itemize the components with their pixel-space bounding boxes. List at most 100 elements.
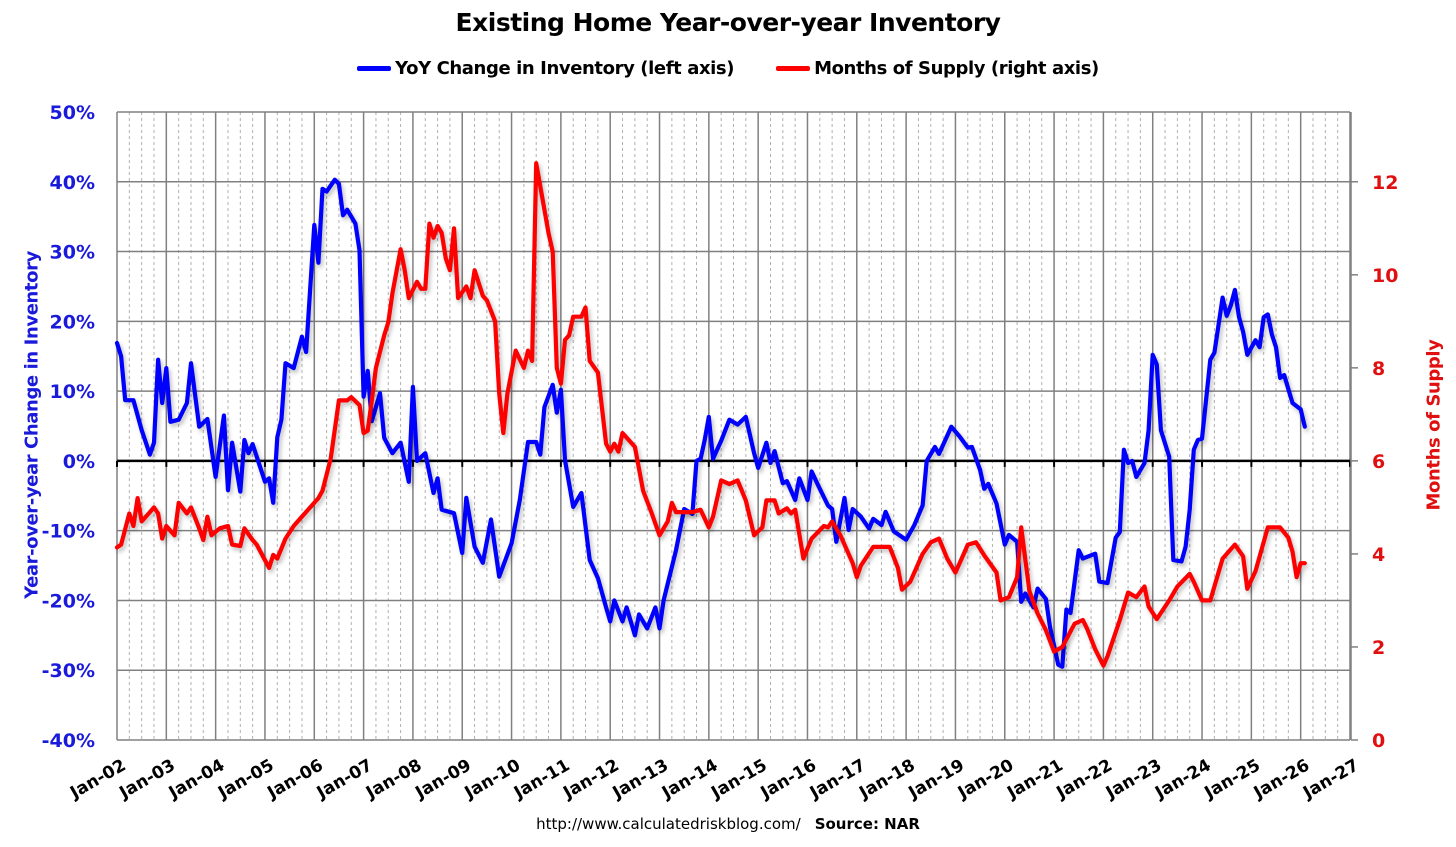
- data-point-supply: [119, 543, 123, 547]
- data-point-supply: [1303, 561, 1307, 565]
- data-point-yoy: [793, 498, 797, 502]
- data-point-yoy: [411, 385, 415, 389]
- data-point-supply: [674, 510, 678, 514]
- data-point-yoy: [337, 182, 341, 186]
- data-point-yoy: [958, 434, 962, 439]
- series-line-yoy-inventory: [114, 177, 1307, 669]
- data-point-yoy: [1278, 376, 1282, 380]
- left-tick-label: 50%: [50, 102, 95, 124]
- data-point-yoy: [518, 498, 522, 502]
- x-tick-label: Jan-09: [411, 755, 474, 803]
- data-point-supply: [777, 511, 781, 516]
- data-point-supply: [1073, 622, 1077, 626]
- data-point-supply: [1278, 525, 1282, 530]
- data-point-yoy: [115, 341, 119, 345]
- x-tick-label: Jan-18: [855, 755, 918, 803]
- data-point-supply: [407, 296, 411, 300]
- data-point-supply: [616, 450, 621, 454]
- data-point-yoy: [937, 452, 941, 456]
- data-point-supply: [596, 370, 600, 375]
- right-tick-label: 4: [1372, 544, 1385, 566]
- data-point-yoy: [366, 369, 370, 373]
- data-point-supply: [1233, 543, 1237, 547]
- data-point-yoy: [764, 441, 769, 445]
- data-point-yoy: [214, 475, 218, 479]
- data-point-supply: [152, 505, 156, 509]
- data-point-yoy: [1192, 448, 1196, 452]
- data-point-yoy: [966, 446, 970, 450]
- data-point-yoy: [304, 350, 308, 354]
- data-point-supply: [620, 431, 625, 435]
- data-point-yoy: [1299, 407, 1303, 411]
- data-point-yoy: [662, 598, 666, 603]
- data-point-supply: [493, 319, 497, 323]
- data-point-yoy: [1253, 338, 1258, 342]
- right-tick-label: 0: [1372, 730, 1385, 752]
- data-point-supply: [255, 543, 259, 547]
- x-tick-label: Jan-27: [1299, 755, 1362, 803]
- data-point-yoy: [341, 213, 345, 217]
- data-point-supply: [349, 395, 353, 399]
- data-point-supply: [826, 525, 830, 530]
- data-point-supply: [1118, 618, 1122, 622]
- data-point-yoy: [834, 540, 838, 544]
- data-point-yoy: [156, 358, 160, 362]
- data-point-yoy: [168, 420, 172, 424]
- data-point-supply: [929, 540, 933, 544]
- data-point-supply: [177, 501, 181, 505]
- data-point-yoy: [300, 335, 304, 339]
- data-point-yoy: [805, 498, 810, 502]
- data-point-supply: [666, 519, 670, 524]
- data-point-supply: [431, 236, 436, 240]
- data-point-supply: [320, 489, 325, 493]
- data-point-yoy: [1081, 557, 1085, 561]
- data-point-supply: [530, 359, 534, 363]
- data-point-yoy: [1126, 461, 1130, 465]
- data-point-yoy: [1237, 315, 1241, 319]
- data-point-yoy: [596, 576, 600, 580]
- data-point-yoy: [362, 395, 366, 399]
- data-point-supply: [707, 525, 711, 530]
- data-point-supply: [563, 338, 567, 342]
- data-point-yoy: [390, 451, 394, 455]
- right-tick-label: 6: [1372, 451, 1385, 473]
- data-point-yoy: [867, 527, 871, 531]
- data-point-yoy: [559, 388, 563, 392]
- x-tick-label: Jan-11: [510, 755, 573, 803]
- data-point-yoy: [1007, 533, 1011, 537]
- left-tick-label: 0%: [63, 451, 95, 473]
- data-point-supply: [604, 442, 608, 446]
- data-point-yoy: [847, 528, 851, 532]
- data-point-supply: [115, 545, 119, 550]
- data-point-supply: [436, 224, 440, 228]
- data-point-yoy: [571, 505, 575, 509]
- data-point-yoy: [357, 248, 362, 252]
- data-point-supply: [744, 498, 748, 502]
- data-point-supply: [736, 478, 740, 482]
- data-point-yoy: [1044, 597, 1048, 601]
- data-point-supply: [456, 296, 460, 300]
- data-point-supply: [1085, 626, 1089, 631]
- right-tick-label: 8: [1372, 358, 1385, 380]
- left-tick-label: 20%: [50, 311, 95, 333]
- x-tick-label: Jan-07: [313, 755, 376, 803]
- data-point-supply: [440, 231, 444, 235]
- data-point-yoy: [699, 457, 703, 461]
- legend: YoY Change in Inventory (left axis) Mont…: [0, 58, 1456, 79]
- data-point-yoy: [986, 482, 990, 486]
- data-point-yoy: [333, 178, 337, 182]
- data-point-yoy: [164, 366, 168, 370]
- data-point-supply: [953, 570, 958, 575]
- data-point-yoy: [205, 417, 209, 421]
- data-point-yoy: [510, 541, 514, 545]
- data-point-supply: [583, 305, 588, 309]
- data-point-supply: [958, 561, 962, 565]
- data-point-yoy: [1229, 303, 1233, 307]
- data-point-yoy: [925, 459, 929, 463]
- data-point-yoy: [604, 605, 608, 610]
- data-point-yoy: [1064, 607, 1068, 612]
- data-point-supply: [370, 398, 374, 402]
- data-point-yoy: [892, 529, 896, 534]
- data-point-supply: [497, 391, 501, 395]
- x-tick-label: Jan-10: [461, 755, 525, 803]
